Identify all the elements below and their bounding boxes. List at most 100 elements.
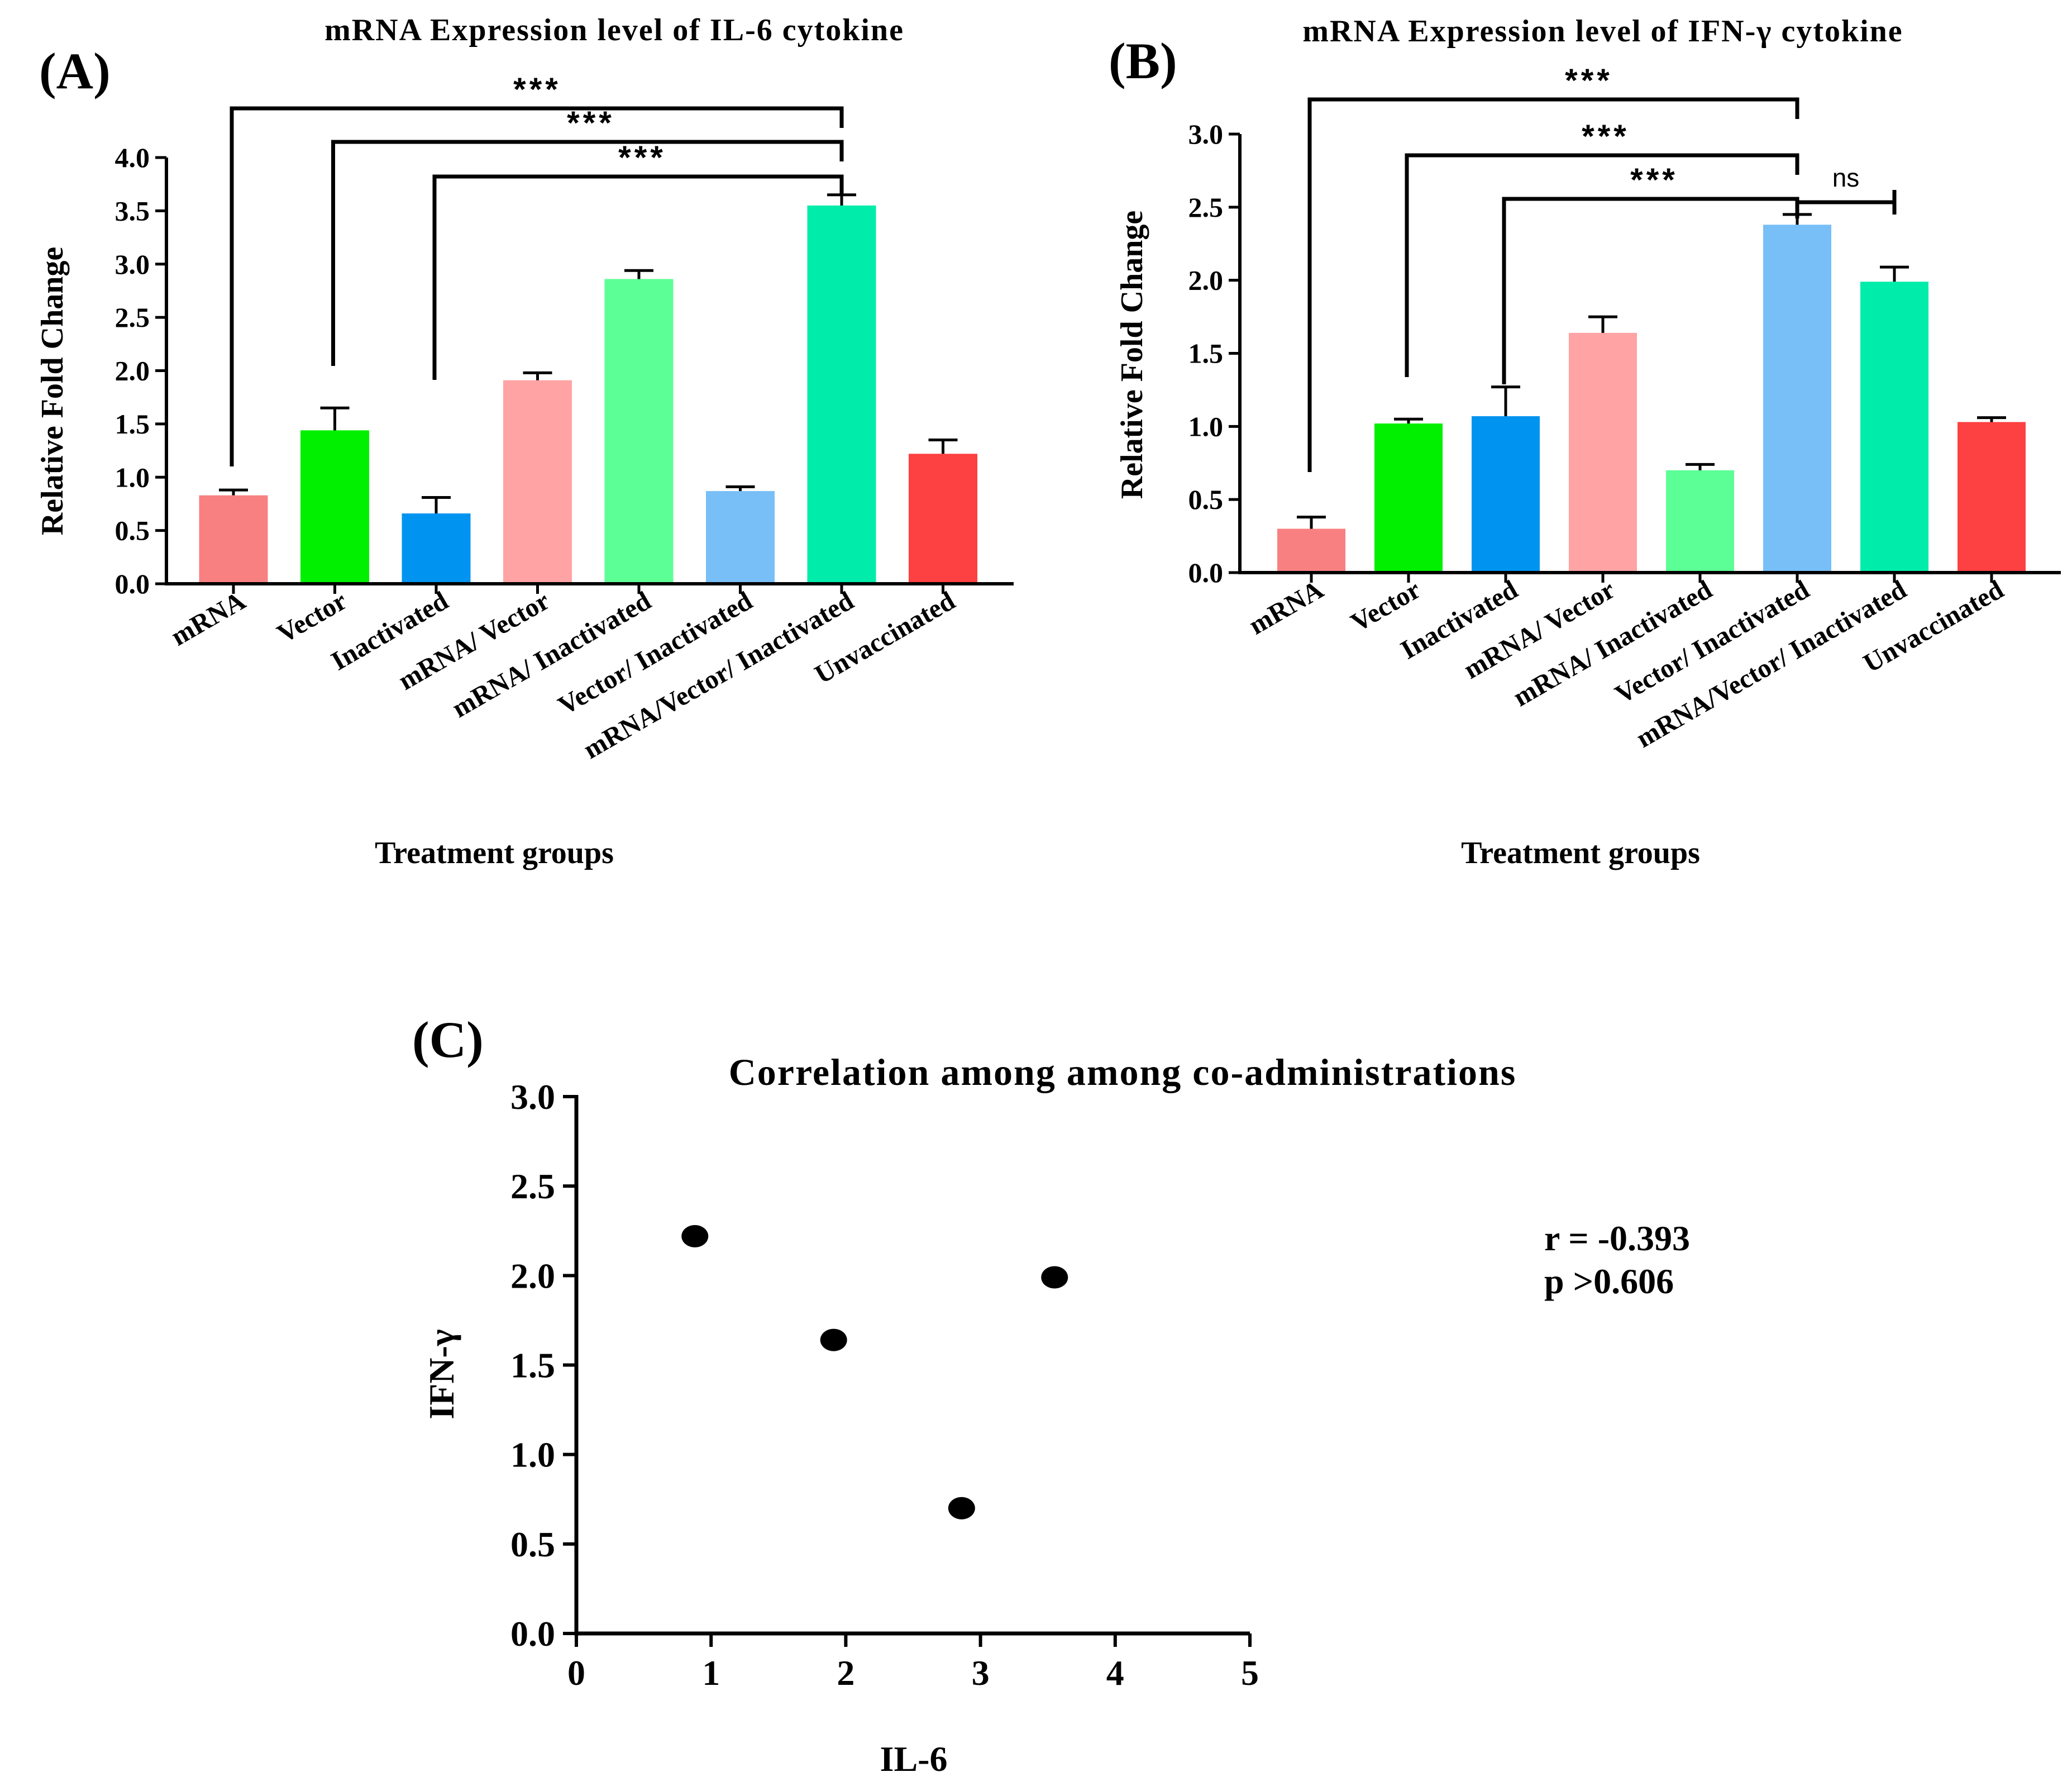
chart-b-y-tick-label: 2.0 [1188,265,1224,296]
chart-b-y-tick-label: 2.5 [1188,192,1224,223]
chart-b-bar [1860,282,1928,573]
chart-b-significance-label: *** [1565,63,1613,99]
chart-a-bar [199,495,268,584]
chart-b-bracket [1502,197,1799,384]
chart-a-y-tick-label: 3.5 [115,195,150,226]
chart-a-y-tick-label: 0.0 [115,568,150,599]
chart-a-significance: ********* [230,72,844,466]
chart-b-error-bar [1297,516,1326,529]
chart-c-x-tick-label: 3 [972,1653,990,1693]
chart-c-x-tick-label: 0 [567,1653,585,1693]
chart-a-significance-label: *** [618,140,666,176]
chart-c-x-tick-label: 1 [702,1653,720,1693]
chart-a-bracket [432,174,844,380]
chart-c-y-tick-label: 0.5 [510,1525,555,1564]
chart-a-error-bar [624,269,653,279]
chart-a-bar [604,279,674,584]
chart-a-bracket [230,106,844,466]
chart-a-bar [706,491,775,584]
chart-a-y-tick-label: 0.5 [115,515,150,546]
chart-c-point [681,1225,709,1247]
chart-b-bar [1958,422,2026,573]
chart-a-y-ticks: 0.0 0.5 1.0 1.5 2.0 2.5 3.0 3.5 4.0 [115,142,166,599]
chart-c-y-tick-label: 1.0 [510,1435,555,1475]
chart-b-y-tick-label: 3.0 [1188,118,1224,150]
chart-a-y-tick-label: 2.5 [115,302,150,333]
chart-c-y-axis-title: IFN-γ [422,1329,461,1420]
chart-b-error-bar [1686,463,1715,470]
panel-label-b: (B) [1109,32,1177,89]
chart-a: (A) mRNA Expression level of IL-6 cytoki… [35,13,1014,870]
panel-label-c: (C) [412,1011,484,1068]
chart-c-y-ticks: 0.0 0.5 1.0 1.5 2.0 2.5 3.0 [510,1077,576,1654]
chart-c-y-tick-label: 2.0 [510,1256,555,1295]
chart-b-error-bar [1977,416,2006,422]
chart-a-y-tick-label: 3.0 [115,249,150,280]
chart-b-significance-label: *** [1630,162,1678,198]
correlation-p: p >0.606 [1544,1261,1674,1301]
chart-b-bracket [1307,97,1799,472]
chart-a-bars [199,205,977,584]
chart-b-error-bar [1394,417,1423,424]
chart-b-bars [1277,225,2026,573]
chart-c-point [820,1328,847,1351]
chart-b-category-label: mRNA [1244,574,1328,640]
chart-a-category-label: mRNA [166,585,250,651]
chart-b-y-tick-label: 1.0 [1188,411,1224,442]
chart-a-bracket [331,140,844,366]
chart-b-y-tick-label: 0.0 [1188,557,1224,588]
chart-c-y-tick-label: 3.0 [510,1077,555,1117]
chart-b-bar [1472,416,1540,573]
chart-c-points [681,1225,1068,1520]
chart-b-bar [1374,423,1443,573]
chart-b-y-tick-label: 0.5 [1188,484,1224,515]
chart-a-bar [909,454,977,584]
chart-a-x-axis-title: Treatment groups [375,836,614,870]
chart-a-significance-label: *** [567,105,615,141]
chart-c-x-tick-label: 5 [1241,1653,1259,1693]
chart-a-y-tick-label: 1.0 [115,461,150,493]
chart-b-title: mRNA Expression level of IFN-γ cytokine [1302,14,1903,49]
chart-c-x-ticks: 0 1 2 3 4 5 [567,1633,1259,1693]
chart-c-y-tick-label: 1.5 [510,1346,555,1385]
chart-c-x-tick-label: 2 [837,1653,854,1693]
chart-a-error-bar [523,371,552,380]
chart-c-point [1041,1266,1068,1289]
correlation-r: r = -0.393 [1544,1218,1690,1258]
chart-a-significance-label: *** [513,72,561,108]
chart-b-significance-label: *** [1582,118,1630,155]
chart-c-point [948,1497,975,1520]
chart-b-bar [1763,225,1831,573]
chart-a-y-axis-title: Relative Fold Change [35,247,70,535]
chart-a-error-bar [725,485,755,492]
chart-a-y-tick-label: 1.5 [115,408,150,440]
chart-b-error-bar [1491,385,1520,417]
chart-b-x-axis-title: Treatment groups [1461,836,1700,870]
chart-b-y-axis-title: Relative Fold Change [1115,211,1149,499]
chart-b-bracket [1405,153,1799,377]
chart-b-bar [1666,470,1734,573]
chart-a-error-bar [422,496,451,514]
chart-a-category-label: Vector [272,586,352,649]
chart-a-bar [300,430,369,584]
chart-a-error-bar [827,193,856,206]
chart-c-x-axis-title: IL-6 [880,1739,948,1779]
chart-a-y-tick-label: 4.0 [115,142,150,173]
panel-label-a: (A) [39,42,111,99]
chart-a-bar [503,380,572,584]
chart-c-x-tick-label: 4 [1106,1653,1124,1693]
chart-b-significance: ********* ns [1307,63,1897,472]
chart-c: (C) Correlation among among co-administr… [412,1011,1690,1779]
chart-b-error-bar [1588,315,1617,333]
chart-b-error-bars [1297,213,2006,583]
chart-a-error-bar [219,488,248,496]
chart-b-significance-label: ns [1832,163,1860,192]
chart-b: (B) mRNA Expression level of IFN-γ cytok… [1109,14,2061,870]
chart-b-bracket-ns [1797,190,1897,215]
chart-b-y-ticks: 0.0 0.5 1.0 1.5 2.0 2.5 3.0 [1188,118,1240,588]
chart-b-bar [1569,332,1637,573]
chart-c-title: Correlation among among co-administratio… [729,1051,1517,1093]
